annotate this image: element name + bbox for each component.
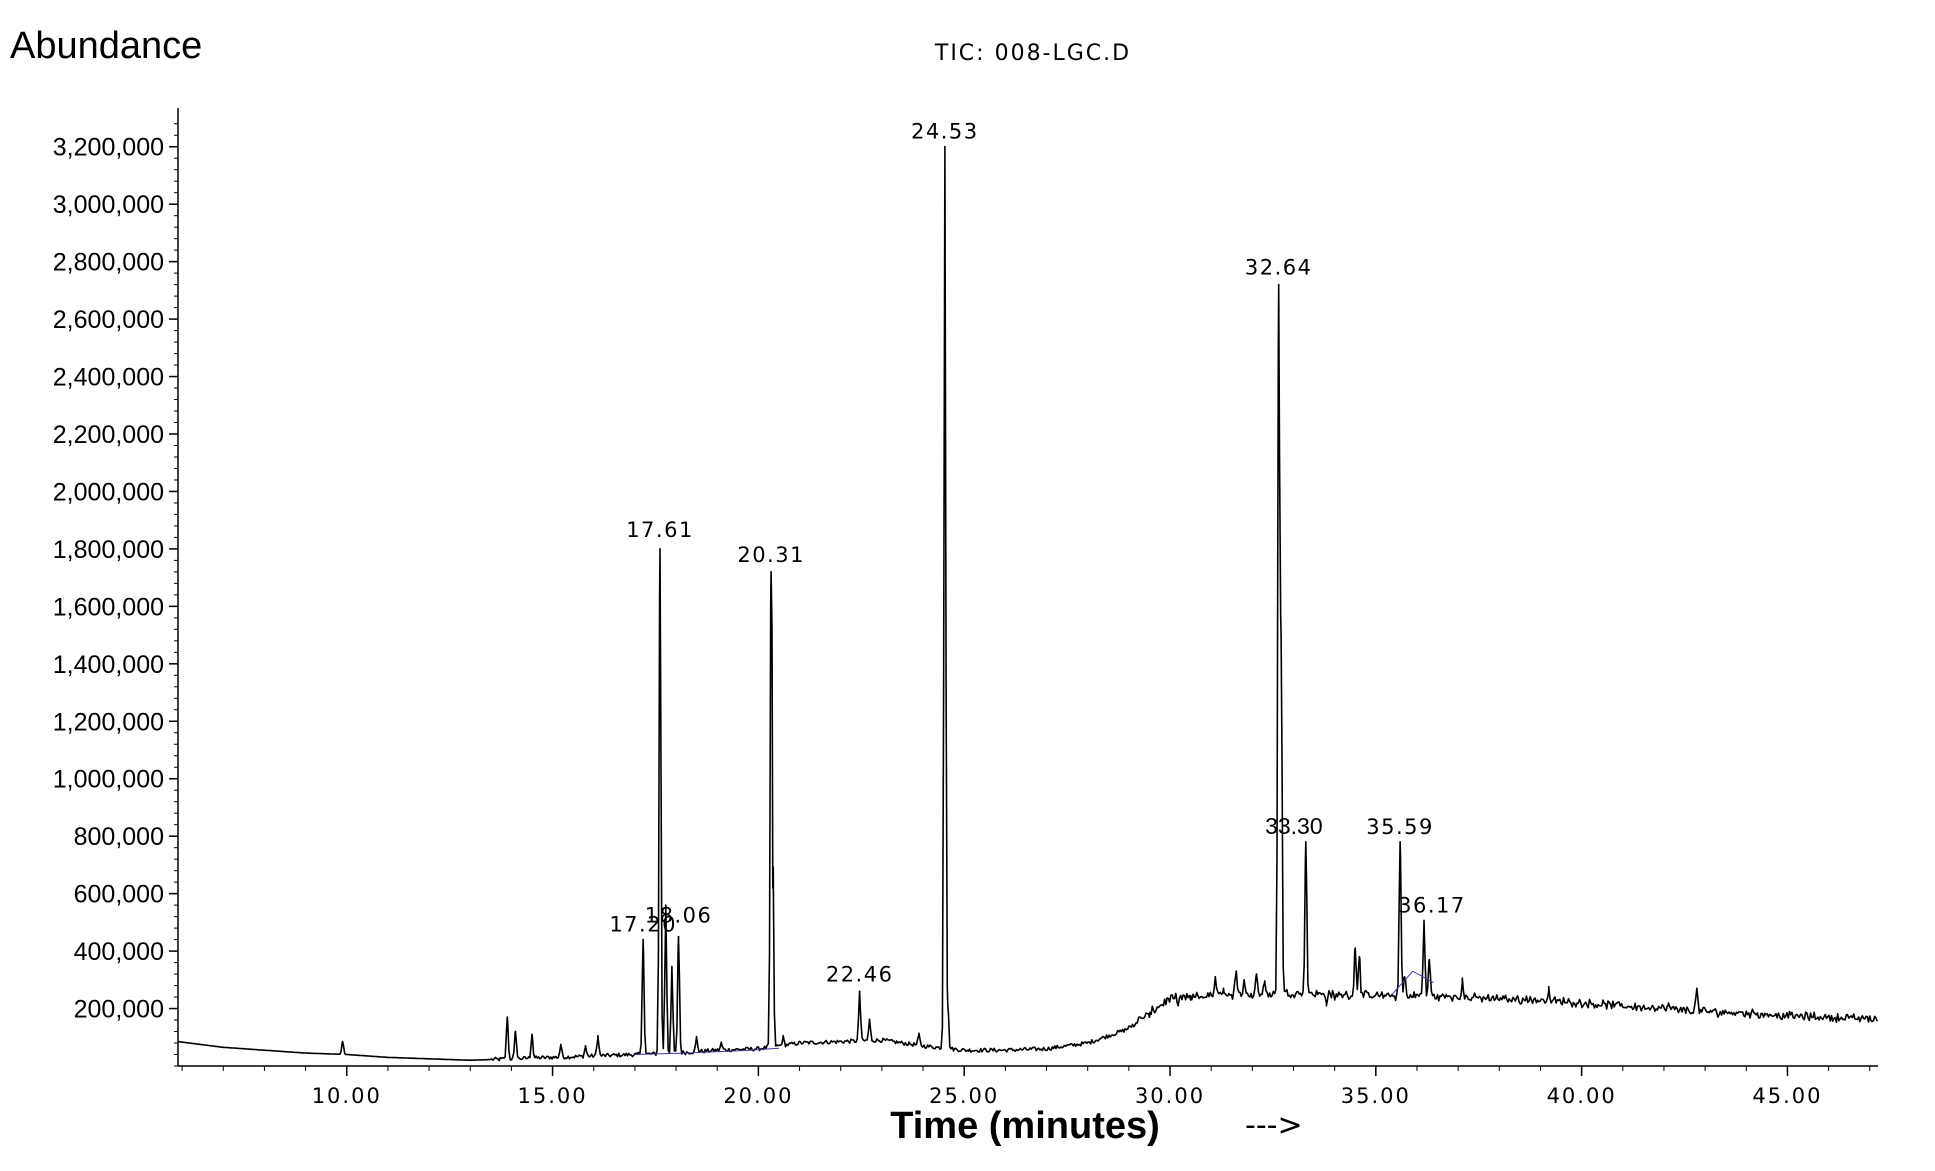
ticks: 200,000 400,000 600,000 800,000 1,000,000 1,2… <box>53 123 1871 1108</box>
y-tick-label: 800,000 <box>74 823 164 851</box>
peak-label: 18.06 <box>645 904 713 928</box>
peak-label: 32.64 <box>1245 256 1313 280</box>
peak-label: 22.46 <box>826 962 894 986</box>
y-tick-label: 1,800,000 <box>53 536 164 564</box>
peak-label: 33.30 <box>1265 813 1323 839</box>
y-axis-label: Abundance <box>10 25 202 67</box>
peak-point <box>1222 987 1225 990</box>
peak-point <box>1255 973 1258 975</box>
peak-point <box>771 887 774 889</box>
y-tick-label: 2,800,000 <box>53 249 164 277</box>
peak-point <box>1547 990 1550 993</box>
peak-point <box>695 1036 698 1039</box>
peak-point <box>1358 956 1361 958</box>
y-tick-label: 400,000 <box>74 938 164 966</box>
x-tick-label: 25.00 <box>929 1084 999 1108</box>
peak-point <box>1325 1002 1328 1004</box>
peak-point <box>1667 1004 1669 1007</box>
peak-point <box>946 1002 949 1004</box>
y-tick-label: 1,600,000 <box>53 593 164 621</box>
peak-label: 24.53 <box>911 120 979 144</box>
x-axis-arrow: ---> <box>1245 1108 1303 1143</box>
x-tick-label: 10.00 <box>312 1084 382 1108</box>
x-axis-label: Time (minutes) <box>890 1105 1160 1147</box>
y-tick-label: 1,400,000 <box>53 651 164 679</box>
peak-point <box>584 1045 587 1047</box>
peak-point <box>1354 947 1357 950</box>
peak-point <box>1148 1016 1151 1018</box>
peak-point <box>1189 999 1192 1001</box>
peak-label: 20.31 <box>737 543 805 567</box>
peak-point <box>560 1043 562 1046</box>
peak-point <box>1696 987 1698 990</box>
peak-point <box>1214 976 1217 978</box>
peak-point <box>944 145 946 148</box>
peak-point <box>782 1036 784 1039</box>
plot-area <box>177 145 1878 1062</box>
integration-baseline <box>634 1047 780 1056</box>
peak-point <box>1277 283 1280 286</box>
peak-point <box>1263 981 1266 984</box>
x-tick-label: 40.00 <box>1547 1084 1617 1108</box>
peak-point <box>664 904 667 906</box>
peak-point <box>1403 976 1406 978</box>
peak-point <box>868 1019 871 1021</box>
peak-point <box>1305 841 1307 843</box>
peak-labels: 17.20 17.61 18.06 20.31 22.46 24.53 32.64 33.30… <box>609 120 1466 987</box>
x-tick-label: 15.00 <box>518 1084 588 1108</box>
peak-point <box>341 1040 344 1043</box>
y-tick-label: 2,000,000 <box>53 478 164 506</box>
peak-point <box>1333 999 1336 1001</box>
x-tick-label: 30.00 <box>1135 1084 1205 1108</box>
peak-point <box>858 990 861 993</box>
peak-point <box>659 548 661 550</box>
peak-point <box>1399 841 1401 843</box>
y-tick-label: 2,400,000 <box>53 364 164 392</box>
x-tick-label: 45.00 <box>1752 1084 1822 1108</box>
peak-label: 35.59 <box>1366 815 1434 839</box>
peak-point <box>1235 973 1237 975</box>
peak-point <box>1423 921 1425 924</box>
peak-label: 17.20 <box>609 913 677 937</box>
peak-point <box>677 935 680 938</box>
y-tick-label: 2,600,000 <box>53 306 164 334</box>
chart-title: TIC: 008-LGC.D <box>934 41 1131 66</box>
y-tick-label: 600,000 <box>74 881 164 909</box>
axes <box>177 108 1878 1067</box>
tic-trace-line <box>177 145 1878 1062</box>
peak-point <box>1177 1004 1180 1007</box>
peak-point <box>1136 1022 1138 1024</box>
peak-point <box>531 1033 533 1036</box>
peak-point <box>720 1042 723 1044</box>
integration-baseline <box>1391 970 1434 995</box>
peak-point <box>597 1035 599 1037</box>
peak-point <box>1461 981 1464 984</box>
peak-point <box>514 1030 517 1033</box>
peak-point <box>1428 958 1431 961</box>
y-tick-label: 3,000,000 <box>53 191 164 219</box>
peak-point <box>770 571 772 573</box>
x-tick-label: 35.00 <box>1341 1084 1411 1108</box>
peak-label: 17.61 <box>626 518 694 542</box>
y-tick-label: 3,200,000 <box>53 134 164 162</box>
y-tick-label: 200,000 <box>74 996 164 1024</box>
x-tick-label: 20.00 <box>723 1084 793 1108</box>
peak-point <box>671 967 673 970</box>
y-tick-label: 1,200,000 <box>53 708 164 736</box>
peak-point <box>1243 979 1245 981</box>
peak-point <box>1280 634 1282 636</box>
y-tick-label: 1,000,000 <box>53 766 164 794</box>
y-tick-label: 2,200,000 <box>53 421 164 449</box>
peak-point <box>506 1016 509 1018</box>
peak-label: 36.17 <box>1398 893 1466 917</box>
peak-point <box>918 1033 920 1036</box>
peak-point <box>642 938 644 941</box>
